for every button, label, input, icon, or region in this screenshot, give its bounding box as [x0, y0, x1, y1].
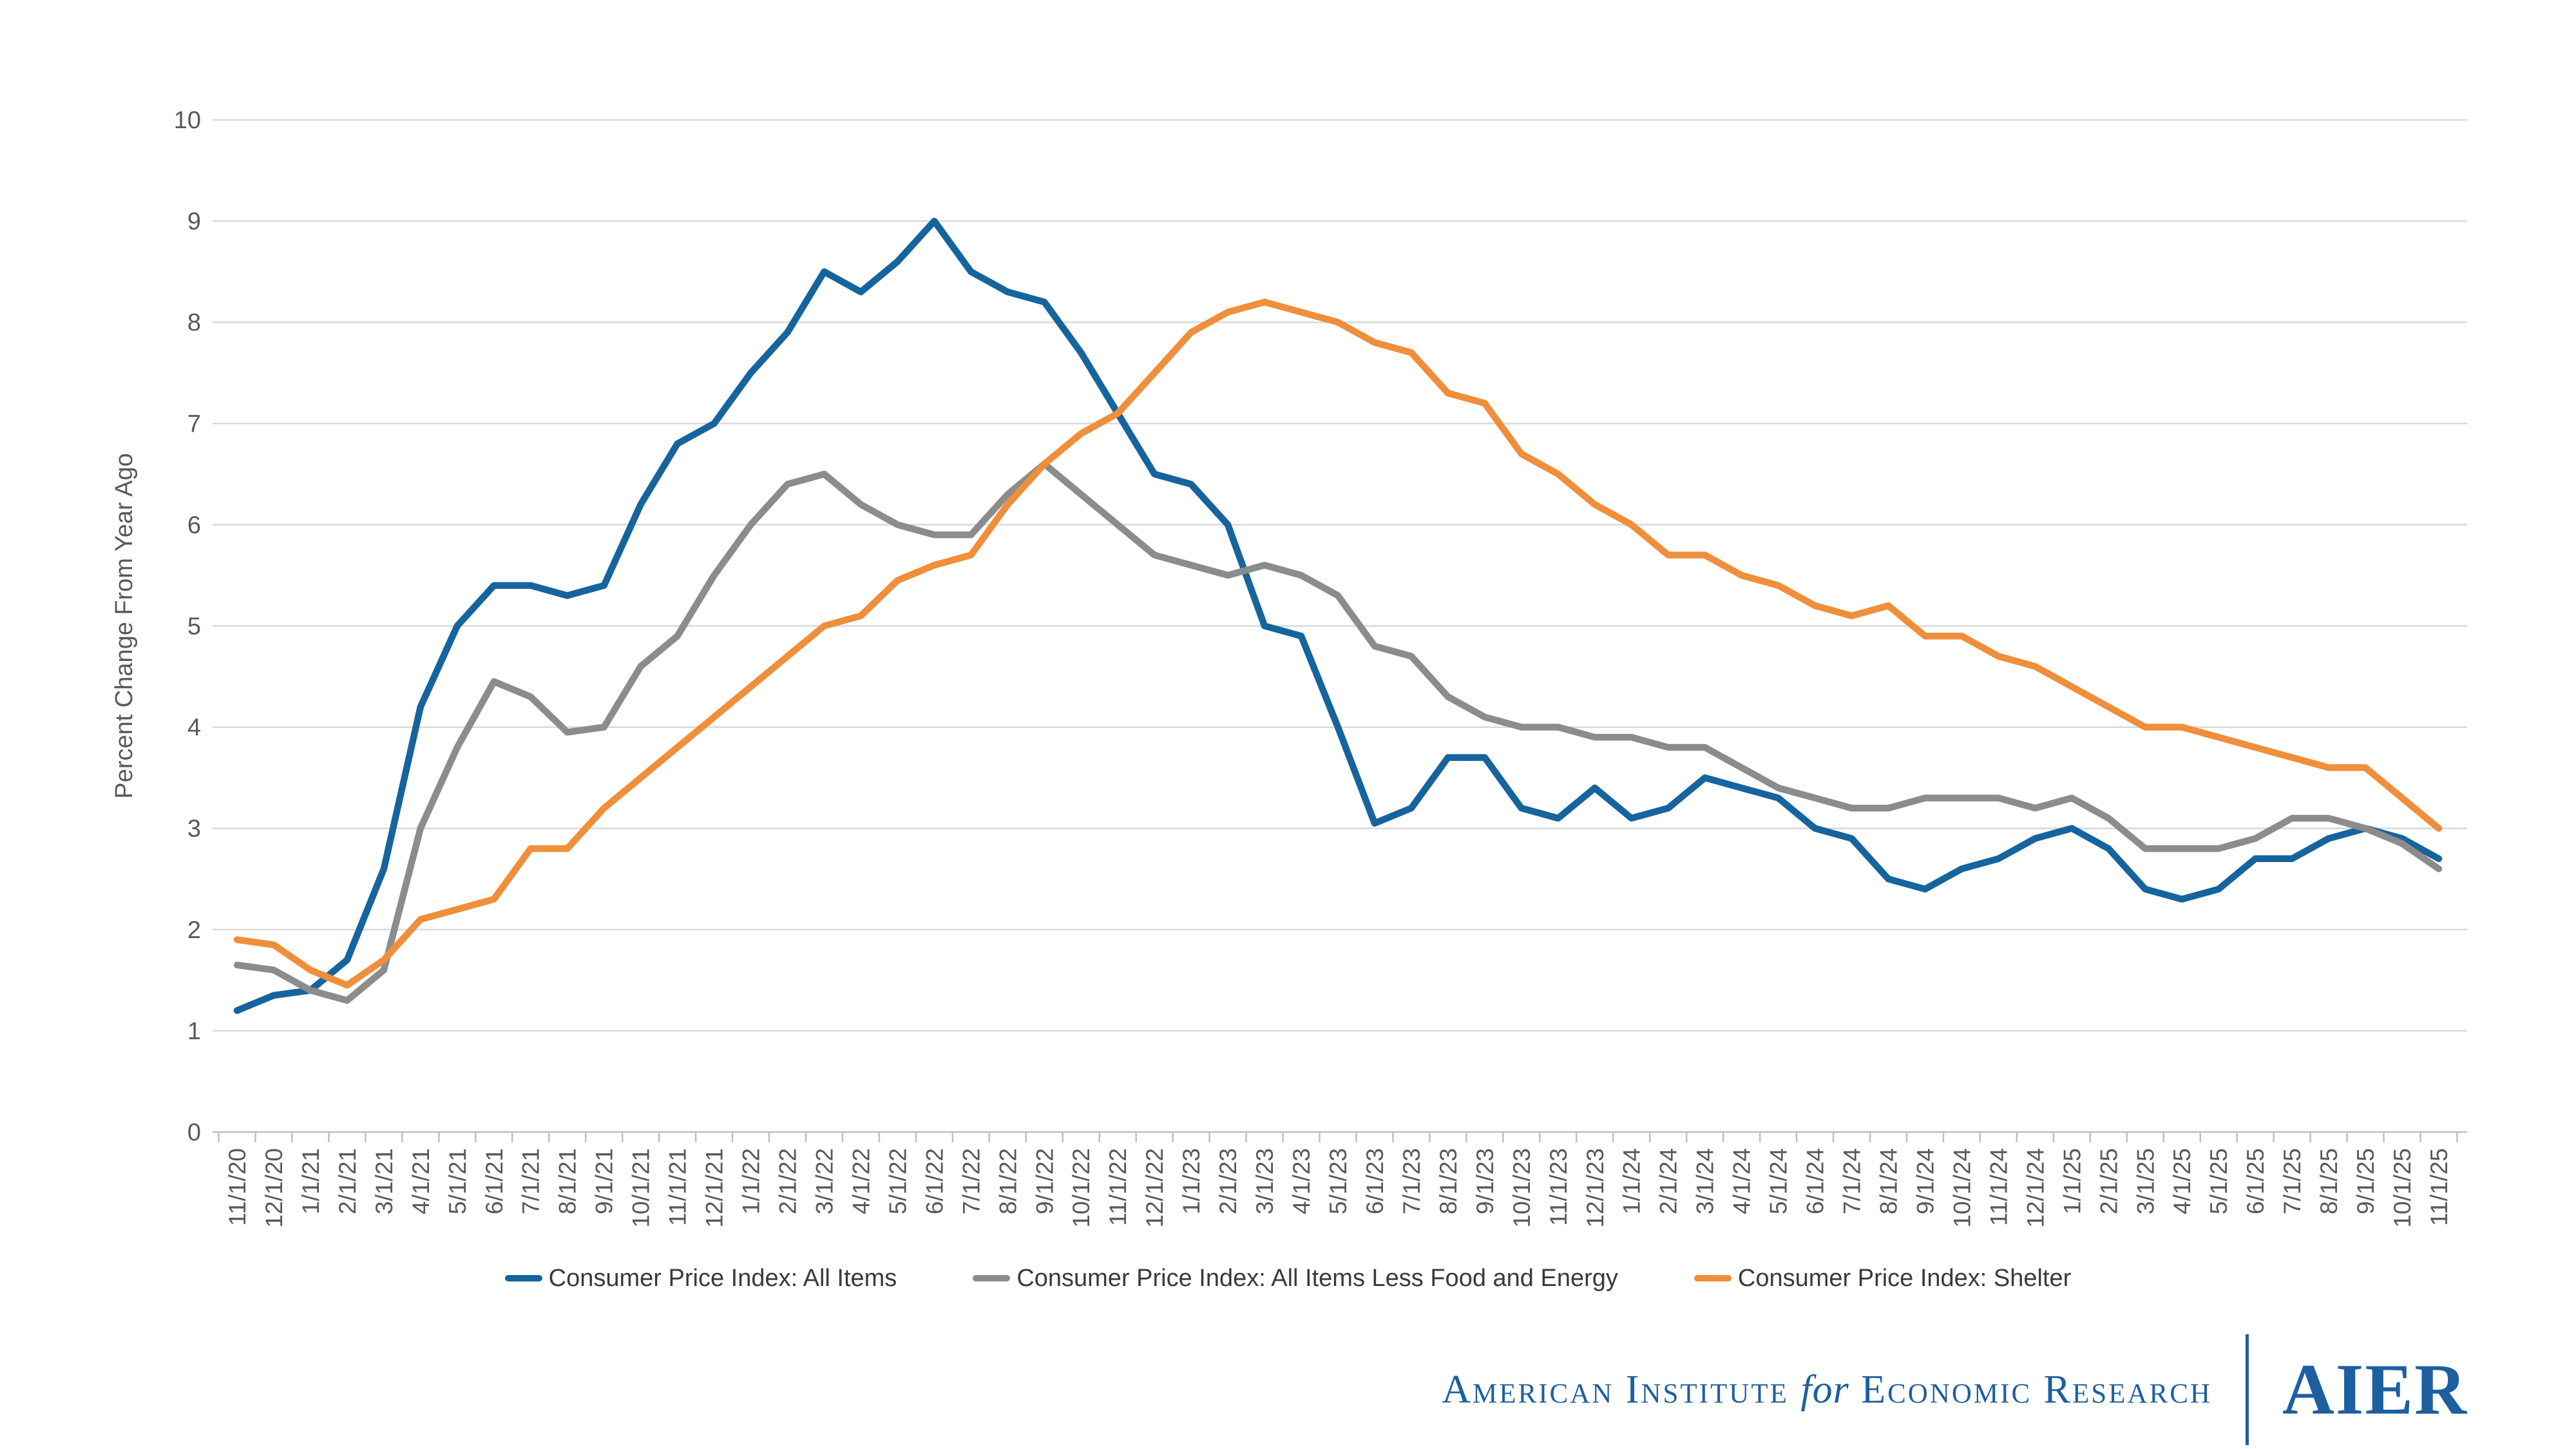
chart-legend: Consumer Price Index: All Items Consumer…: [0, 1258, 2576, 1299]
svg-text:9/1/22: 9/1/22: [1031, 1148, 1058, 1214]
svg-text:9: 9: [187, 208, 201, 235]
svg-text:2/1/24: 2/1/24: [1655, 1148, 1682, 1214]
svg-text:7/1/23: 7/1/23: [1398, 1148, 1425, 1214]
org-name-suffix: Economic Research: [1861, 1367, 2212, 1412]
svg-text:1/1/22: 1/1/22: [738, 1148, 765, 1214]
svg-text:3/1/21: 3/1/21: [371, 1148, 397, 1214]
svg-text:7/1/25: 7/1/25: [2279, 1148, 2305, 1214]
svg-text:6/1/23: 6/1/23: [1362, 1148, 1388, 1214]
svg-text:2/1/25: 2/1/25: [2095, 1148, 2122, 1214]
svg-text:7/1/22: 7/1/22: [958, 1148, 984, 1214]
svg-text:1/1/25: 1/1/25: [2059, 1148, 2085, 1214]
legend-label-core: Consumer Price Index: All Items Less Foo…: [1016, 1264, 1618, 1292]
svg-text:10: 10: [174, 107, 201, 134]
svg-text:11/1/20: 11/1/20: [224, 1148, 251, 1226]
svg-text:10/1/23: 10/1/23: [1509, 1148, 1535, 1227]
legend-swatch-all-items: [504, 1275, 542, 1281]
svg-text:4/1/23: 4/1/23: [1288, 1148, 1315, 1214]
svg-text:1/1/24: 1/1/24: [1619, 1148, 1645, 1214]
legend-item-all-items: Consumer Price Index: All Items: [504, 1264, 897, 1292]
svg-text:7: 7: [187, 410, 201, 437]
svg-text:11/1/25: 11/1/25: [2426, 1148, 2452, 1226]
svg-text:4/1/22: 4/1/22: [848, 1148, 874, 1214]
aier-logo: AIER: [2282, 1350, 2468, 1430]
legend-label-all-items: Consumer Price Index: All Items: [548, 1264, 897, 1292]
svg-text:8/1/23: 8/1/23: [1435, 1148, 1462, 1214]
svg-text:5/1/21: 5/1/21: [444, 1148, 471, 1214]
svg-text:11/1/21: 11/1/21: [665, 1148, 691, 1226]
legend-item-shelter: Consumer Price Index: Shelter: [1693, 1264, 2072, 1292]
svg-text:4/1/24: 4/1/24: [1729, 1148, 1755, 1214]
svg-text:11/1/23: 11/1/23: [1545, 1148, 1572, 1226]
svg-text:8/1/21: 8/1/21: [555, 1148, 581, 1214]
svg-text:12/1/20: 12/1/20: [261, 1148, 287, 1227]
svg-text:3/1/24: 3/1/24: [1692, 1148, 1719, 1214]
svg-text:4: 4: [187, 715, 201, 742]
svg-text:9/1/25: 9/1/25: [2352, 1148, 2379, 1214]
svg-text:0: 0: [187, 1119, 201, 1146]
svg-text:10/1/24: 10/1/24: [1949, 1148, 1975, 1227]
svg-text:1/1/23: 1/1/23: [1178, 1148, 1205, 1214]
legend-label-shelter: Consumer Price Index: Shelter: [1737, 1264, 2072, 1292]
svg-text:10/1/22: 10/1/22: [1068, 1148, 1094, 1227]
svg-text:10/1/21: 10/1/21: [628, 1148, 654, 1227]
footer-divider: [2245, 1334, 2249, 1445]
svg-text:10/1/25: 10/1/25: [2389, 1148, 2416, 1227]
svg-text:Percent Change From Year Ago: Percent Change From Year Ago: [111, 453, 138, 799]
svg-text:8: 8: [187, 309, 201, 336]
svg-text:2/1/21: 2/1/21: [334, 1148, 361, 1214]
svg-text:11/1/24: 11/1/24: [1985, 1148, 2012, 1226]
svg-text:7/1/21: 7/1/21: [518, 1148, 544, 1214]
svg-text:6/1/22: 6/1/22: [921, 1148, 948, 1214]
svg-text:6/1/24: 6/1/24: [1802, 1148, 1829, 1214]
svg-text:2/1/23: 2/1/23: [1215, 1148, 1241, 1214]
footer-branding: American Institute for Economic Research…: [1442, 1329, 2468, 1449]
org-name-for: for: [1800, 1367, 1849, 1412]
svg-text:9/1/21: 9/1/21: [591, 1148, 618, 1214]
org-name: American Institute for Economic Research: [1442, 1367, 2212, 1413]
cpi-line-chart: 0 1 2 3 4 5 6 7 8 9 10 11/1/20 12/1/20 1/1/21 2/1/21 3/…: [111, 107, 2467, 1227]
svg-text:1: 1: [187, 1018, 201, 1045]
svg-text:6/1/21: 6/1/21: [481, 1148, 508, 1214]
svg-text:3/1/25: 3/1/25: [2132, 1148, 2159, 1214]
svg-text:4/1/25: 4/1/25: [2169, 1148, 2195, 1214]
legend-item-core: Consumer Price Index: All Items Less Foo…: [973, 1265, 1618, 1292]
svg-text:6: 6: [187, 512, 201, 539]
svg-text:11/1/22: 11/1/22: [1105, 1148, 1131, 1226]
svg-text:5/1/24: 5/1/24: [1766, 1148, 1792, 1214]
svg-text:4/1/21: 4/1/21: [408, 1148, 434, 1214]
svg-text:8/1/22: 8/1/22: [995, 1148, 1021, 1214]
svg-text:8/1/25: 8/1/25: [2316, 1148, 2342, 1214]
svg-text:5/1/25: 5/1/25: [2206, 1148, 2232, 1214]
svg-text:9/1/24: 9/1/24: [1912, 1148, 1938, 1214]
svg-text:3/1/23: 3/1/23: [1252, 1148, 1278, 1214]
legend-swatch-core: [973, 1275, 1011, 1281]
svg-text:7/1/24: 7/1/24: [1839, 1148, 1865, 1214]
svg-text:12/1/22: 12/1/22: [1141, 1148, 1168, 1227]
svg-text:5/1/23: 5/1/23: [1325, 1148, 1351, 1214]
svg-text:3: 3: [187, 816, 201, 843]
svg-text:2/1/22: 2/1/22: [775, 1148, 801, 1214]
svg-text:3/1/22: 3/1/22: [811, 1148, 837, 1214]
svg-text:5: 5: [187, 613, 201, 640]
org-name-prefix: American Institute: [1442, 1367, 1789, 1412]
legend-swatch-shelter: [1693, 1275, 1732, 1281]
svg-text:12/1/24: 12/1/24: [2022, 1148, 2048, 1227]
svg-text:8/1/24: 8/1/24: [1876, 1148, 1902, 1214]
svg-text:2: 2: [187, 917, 201, 944]
svg-text:5/1/22: 5/1/22: [884, 1148, 911, 1214]
svg-text:6/1/25: 6/1/25: [2242, 1148, 2269, 1214]
svg-text:1/1/21: 1/1/21: [298, 1148, 324, 1214]
svg-text:12/1/21: 12/1/21: [701, 1148, 728, 1227]
svg-text:9/1/23: 9/1/23: [1472, 1148, 1498, 1214]
svg-text:12/1/23: 12/1/23: [1582, 1148, 1608, 1227]
